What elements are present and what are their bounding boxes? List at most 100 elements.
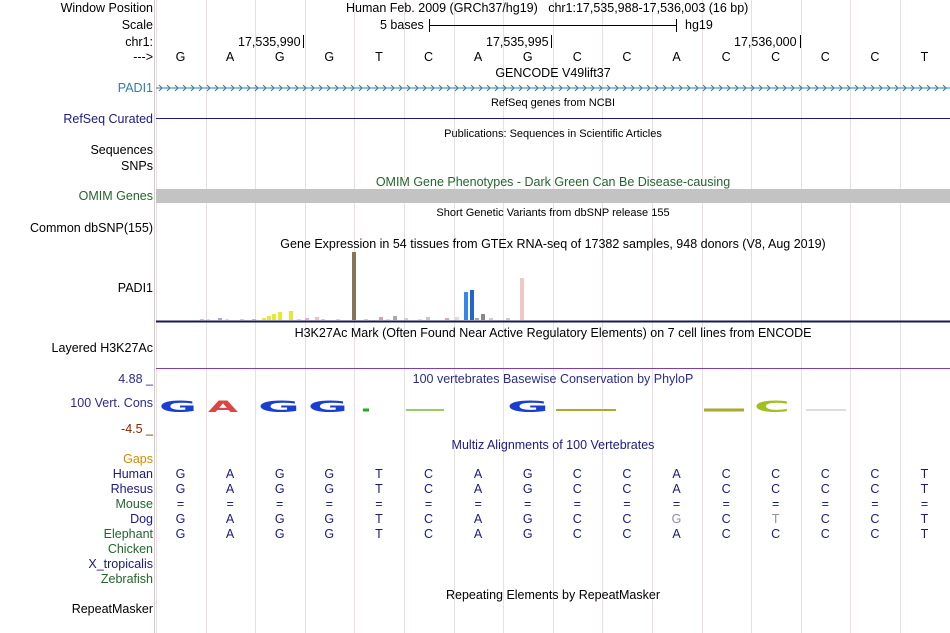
ruler-tick-label: 17,536,000 [734, 35, 797, 49]
multiz-base: C [423, 512, 434, 526]
strand-chevron [326, 84, 331, 92]
strand-chevron [526, 84, 531, 92]
multiz-base: C [622, 467, 632, 481]
dbsnp-track-title[interactable]: Short Genetic Variants from dbSNP releas… [436, 207, 670, 219]
strand-chevron [478, 84, 483, 92]
publications-label-snps[interactable]: SNPs [121, 159, 153, 173]
strand-chevron [702, 84, 707, 92]
publications-track-title[interactable]: Publications: Sequences in Scientific Ar… [444, 128, 662, 140]
refseq-track-label[interactable]: RefSeq Curated [63, 112, 153, 126]
strand-chevron [182, 84, 187, 92]
multiz-base: C [771, 467, 781, 481]
gencode-track-title[interactable]: GENCODE V49lift37 [495, 66, 611, 80]
gtex-tissue-bar [481, 314, 485, 320]
strand-chevron [934, 84, 939, 92]
gtex-tissue-bar [489, 318, 493, 320]
multiz-base: G [522, 527, 533, 541]
gtex-tissue-bar [206, 319, 210, 320]
multiz-base: = [772, 497, 780, 511]
conservation-track-label[interactable]: 100 Vert. Cons [70, 396, 153, 410]
repeatmasker-track-title[interactable]: Repeating Elements by RepeatMasker [445, 588, 660, 602]
gtex-tissue-bar [475, 318, 479, 320]
strand-chevron [878, 84, 883, 92]
omim-feature-bar[interactable] [156, 189, 950, 203]
gencode-gene-label[interactable]: PADI1 [117, 81, 153, 95]
strand-chevron [678, 84, 683, 92]
h3k27ac-track-title[interactable]: H3K27Ac Mark (Often Found Near Active Re… [294, 326, 812, 340]
reference-base: G [522, 50, 533, 64]
strand-chevron [486, 84, 491, 92]
multiz-base: T [920, 512, 929, 526]
reference-base: T [375, 50, 383, 64]
refseq-gene-line[interactable] [156, 118, 950, 119]
strand-chevron [606, 84, 611, 92]
multiz-base: T [375, 527, 383, 541]
gencode-gene-feature[interactable] [156, 82, 950, 94]
strand-chevron [742, 84, 747, 92]
gtex-tissue-bar [404, 318, 408, 320]
repeatmasker-track-label[interactable]: RepeatMasker [71, 602, 153, 616]
reference-base: C [572, 50, 582, 64]
strand-chevron [574, 84, 579, 92]
multiz-base: C [721, 512, 731, 526]
strand-chevron [734, 84, 739, 92]
strand-chevron [854, 84, 859, 92]
dbsnp-track-label[interactable]: Common dbSNP(155) [30, 221, 153, 235]
conservation-base-glyph: G [258, 398, 300, 416]
strand-chevron [470, 84, 475, 92]
multiz-gaps-label: Gaps [123, 452, 153, 466]
scale-value: 5 bases [380, 18, 424, 32]
h3k27ac-track-label[interactable]: Layered H3K27Ac [51, 341, 153, 355]
strand-chevron [430, 84, 435, 92]
multiz-base: C [820, 467, 830, 481]
omim-track-title[interactable]: OMIM Gene Phenotypes - Dark Green Can Be… [375, 175, 731, 189]
gtex-expression-chart[interactable] [156, 250, 950, 323]
gtex-tissue-bar [305, 318, 309, 320]
strand-chevron [830, 84, 835, 92]
strand-chevron [174, 84, 179, 92]
reference-base: G [175, 50, 186, 64]
conservation-score-mark [406, 409, 444, 411]
multiz-base: = [672, 497, 681, 511]
gtex-tissue-bar [336, 319, 340, 320]
conservation-score-mark [704, 408, 744, 412]
omim-track-label[interactable]: OMIM Genes [78, 189, 153, 203]
gtex-tissue-bar [267, 316, 271, 320]
strand-chevron [846, 84, 851, 92]
conservation-track-title[interactable]: 100 vertebrates Basewise Conservation by… [412, 372, 694, 386]
multiz-track-title[interactable]: Multiz Alignments of 100 Vertebrates [451, 438, 655, 452]
multiz-base: C [622, 482, 632, 496]
reference-base: C [622, 50, 632, 64]
multiz-base: A [225, 527, 235, 541]
multiz-base: T [920, 467, 929, 481]
gtex-tissue-bar [506, 318, 510, 320]
h3k27ac-signal-line [156, 368, 950, 369]
gtex-tissue-bar [393, 316, 397, 320]
gtex-tissue-bar [455, 317, 459, 320]
conservation-score-mark [556, 409, 616, 411]
gtex-tissue-bar [252, 319, 256, 320]
gtex-gene-label[interactable]: PADI1 [117, 281, 153, 295]
reference-base: T [920, 50, 929, 64]
multiz-base: G [522, 482, 533, 496]
gtex-track-title[interactable]: Gene Expression in 54 tissues from GTEx … [280, 237, 826, 251]
strand-chevron [550, 84, 555, 92]
strand-chevron [262, 84, 267, 92]
multiz-base: A [473, 467, 483, 481]
multiz-base: C [572, 512, 582, 526]
ruler-tick [800, 35, 801, 48]
strand-chevron [598, 84, 603, 92]
strand-chevron [334, 84, 339, 92]
strand-chevron [454, 84, 459, 92]
publications-label-sequences[interactable]: Sequences [90, 143, 153, 157]
strand-chevron [510, 84, 515, 92]
strand-chevron [894, 84, 899, 92]
strand-chevron [790, 84, 795, 92]
multiz-base: A [672, 482, 681, 496]
multiz-base: C [771, 482, 781, 496]
multiz-base: T [375, 512, 383, 526]
scale-label: Scale [121, 18, 153, 32]
refseq-track-title[interactable]: RefSeq genes from NCBI [490, 97, 616, 109]
strand-chevron [926, 84, 931, 92]
